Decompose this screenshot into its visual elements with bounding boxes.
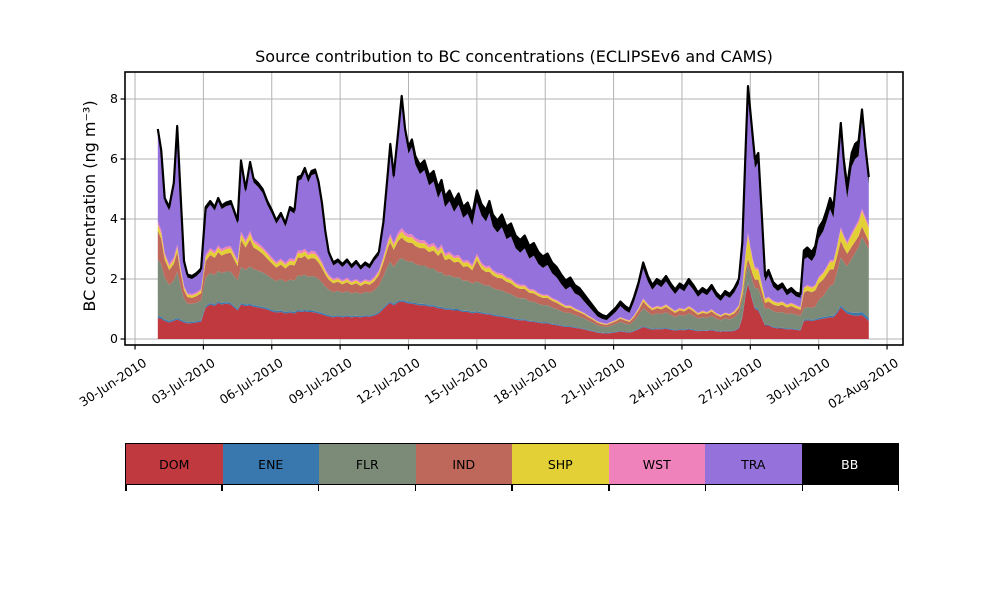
legend-item-shp: SHP [512, 444, 609, 484]
total-line [156, 85, 870, 318]
area-FLR [157, 237, 869, 333]
legend-label: WST [642, 456, 671, 472]
total-outline [156, 85, 870, 318]
legend: DOM ENE FLR IND SHP WST TRA BB [125, 443, 899, 485]
legend-label: TRA [741, 456, 766, 472]
legend-boundary-ticks [125, 484, 899, 492]
y-tick-label: 6 [110, 151, 118, 166]
chart-title: Source contribution to BC concentrations… [255, 47, 773, 66]
legend-tick [704, 484, 707, 491]
legend-item-tra: TRA [705, 444, 802, 484]
legend-tick [608, 484, 610, 491]
legend-label: BB [841, 456, 859, 472]
y-tick-label: 2 [110, 271, 118, 286]
legend-tick [221, 484, 223, 491]
legend-item-bb: BB [801, 444, 898, 484]
legend-label: SHP [547, 456, 573, 472]
legend-label: ENE [258, 456, 284, 472]
legend-item-ind: IND [415, 444, 512, 484]
y-tick-label: 4 [110, 211, 118, 226]
legend-item-dom: DOM [126, 444, 223, 484]
axis-ticks [120, 98, 888, 350]
legend-tick [414, 484, 416, 491]
legend-item-wst: WST [608, 444, 705, 484]
legend-label: DOM [159, 456, 190, 472]
legend-item-flr: FLR [319, 444, 416, 484]
legend-tick [801, 484, 803, 491]
legend-tick [897, 484, 899, 491]
y-axis-label: BC concentration (ng m⁻³) [80, 100, 99, 312]
legend-label: IND [452, 456, 476, 472]
legend-tick [511, 484, 513, 491]
legend-item-ene: ENE [222, 444, 319, 484]
plot-border [124, 71, 904, 346]
y-tick-label: 8 [110, 91, 118, 106]
y-tick-label: 0 [110, 331, 118, 346]
area-DOM [157, 283, 869, 339]
axes-frame [124, 71, 904, 346]
area-TRA [157, 91, 869, 324]
legend-label: FLR [355, 456, 379, 472]
legend-tick [125, 484, 127, 491]
legend-tick [317, 484, 320, 491]
